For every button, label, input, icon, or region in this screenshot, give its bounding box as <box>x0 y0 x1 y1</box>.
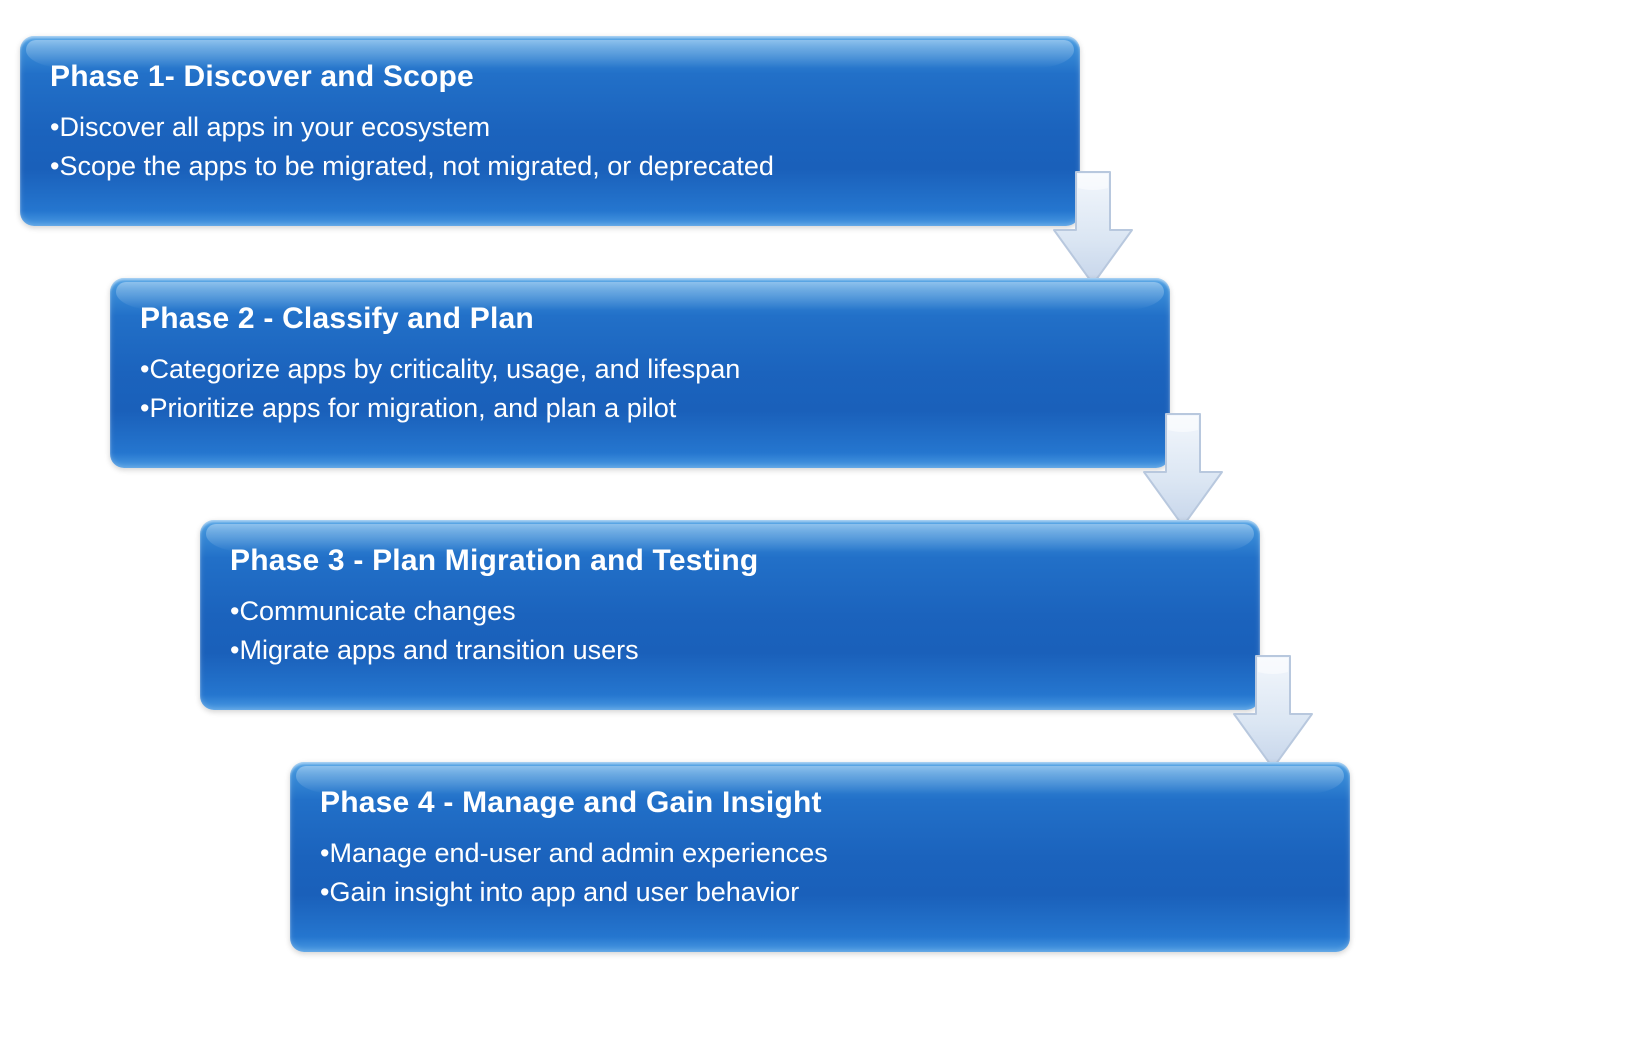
phase-bullet-text: Scope the apps to be migrated, not migra… <box>59 151 773 181</box>
phase-bullet: •Gain insight into app and user behavior <box>320 873 1320 912</box>
phase-box-1: Phase 1- Discover and Scope •Discover al… <box>20 36 1080 226</box>
phase-bullet-text: Migrate apps and transition users <box>239 635 638 665</box>
phase-title: Phase 4 - Manage and Gain Insight <box>320 786 1320 820</box>
phase-bullet-text: Categorize apps by criticality, usage, a… <box>149 354 740 384</box>
down-arrow-icon <box>1140 410 1226 530</box>
phase-title: Phase 2 - Classify and Plan <box>140 302 1140 336</box>
phase-bullet-text: Communicate changes <box>239 596 515 626</box>
phase-bullet: •Manage end-user and admin experiences <box>320 834 1320 873</box>
phase-bullet-text: Prioritize apps for migration, and plan … <box>149 393 676 423</box>
phase-bullet-text: Discover all apps in your ecosystem <box>59 112 490 142</box>
phase-bullet-text: Manage end-user and admin experiences <box>329 838 827 868</box>
phase-bullet: •Migrate apps and transition users <box>230 631 1230 670</box>
phase-bullet: •Discover all apps in your ecosystem <box>50 108 1050 147</box>
phase-bullet: •Prioritize apps for migration, and plan… <box>140 389 1140 428</box>
down-arrow-icon <box>1230 652 1316 772</box>
phase-title: Phase 1- Discover and Scope <box>50 60 1050 94</box>
phase-box-3: Phase 3 - Plan Migration and Testing •Co… <box>200 520 1260 710</box>
phase-bullet: •Scope the apps to be migrated, not migr… <box>50 147 1050 186</box>
phase-title: Phase 3 - Plan Migration and Testing <box>230 544 1230 578</box>
phase-box-2: Phase 2 - Classify and Plan •Categorize … <box>110 278 1170 468</box>
phase-box-4: Phase 4 - Manage and Gain Insight •Manag… <box>290 762 1350 952</box>
phase-bullet: •Categorize apps by criticality, usage, … <box>140 350 1140 389</box>
phase-bullet-text: Gain insight into app and user behavior <box>329 877 799 907</box>
down-arrow-icon <box>1050 168 1136 288</box>
phase-bullet: •Communicate changes <box>230 592 1230 631</box>
